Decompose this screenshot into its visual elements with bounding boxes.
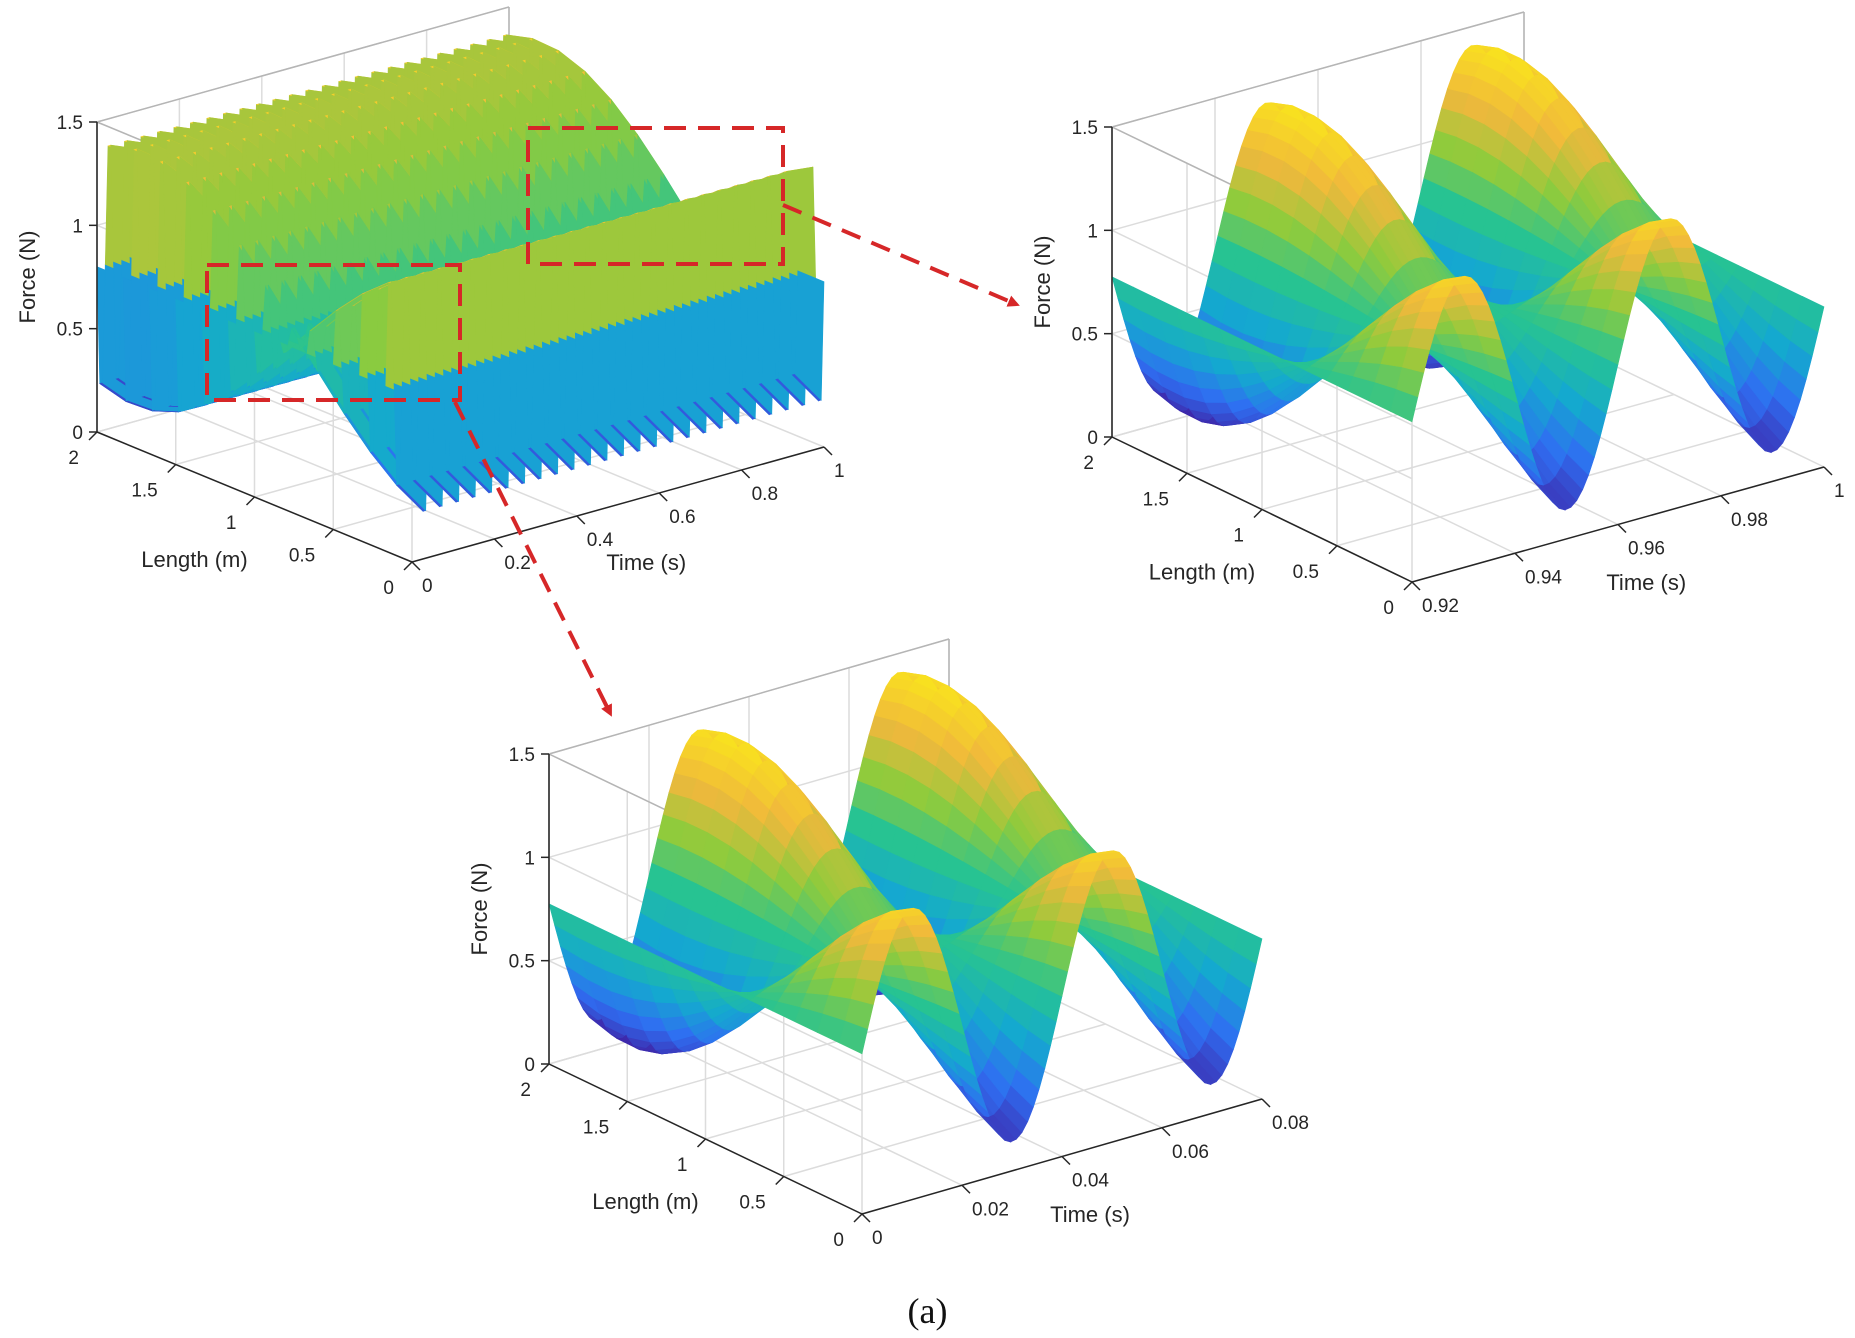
y-tick-label: 1.5 <box>583 1118 609 1139</box>
x-tick <box>576 515 586 525</box>
y-tick-label: 0 <box>1383 598 1394 619</box>
x-tick-label: 0.8 <box>752 484 778 505</box>
x-tick-label: 0 <box>872 1228 883 1249</box>
z-tick-label: 1.5 <box>57 113 83 134</box>
x-tick <box>961 1184 971 1194</box>
x-tick <box>741 469 751 479</box>
x-tick-label: 0.2 <box>504 553 530 574</box>
x-tick <box>861 1213 871 1223</box>
z-axis-label: Force (N) <box>467 863 492 956</box>
y-tick-label: 1 <box>677 1155 688 1176</box>
x-tick <box>1261 1098 1271 1108</box>
y-tick <box>1103 436 1113 446</box>
z-tick-label: 0.5 <box>509 952 535 973</box>
z-axis-label: Force (N) <box>15 231 40 324</box>
x-tick <box>823 446 833 456</box>
z-tick-label: 1.5 <box>1072 118 1098 139</box>
y-tick-label: 0.5 <box>289 546 315 567</box>
z-tick-label: 0 <box>524 1055 535 1076</box>
x-tick-label: 0.92 <box>1422 596 1459 617</box>
y-tick <box>1403 581 1413 591</box>
surface <box>96 34 825 513</box>
grid-line <box>1261 393 1675 511</box>
x-tick-label: 0.04 <box>1072 1171 1109 1192</box>
x-tick-label: 0.4 <box>587 530 614 551</box>
x-tick-label: 0.98 <box>1731 510 1768 531</box>
surface-patch <box>794 270 825 401</box>
y-tick-label: 2 <box>68 448 79 469</box>
y-tick-label: 1 <box>1233 526 1244 547</box>
y-tick <box>167 463 177 474</box>
y-tick <box>1328 545 1338 555</box>
y-tick <box>403 561 413 571</box>
box-edge <box>1111 11 1525 128</box>
y-tick-label: 0 <box>383 578 394 599</box>
x-tick-label: 0.6 <box>669 507 695 528</box>
x-tick <box>1161 1127 1171 1137</box>
x-tick-label: 0.08 <box>1272 1113 1309 1134</box>
x-tick <box>1720 495 1730 505</box>
x-axis-line <box>411 446 825 563</box>
x-axis-label: Time (s) <box>1606 570 1686 595</box>
y-tick <box>245 496 256 506</box>
z-axis-label: Force (N) <box>1030 236 1055 329</box>
y-tick-label: 0.5 <box>1293 562 1319 583</box>
x-tick-label: 0.02 <box>972 1199 1009 1220</box>
y-axis-label: Length (m) <box>1149 560 1255 585</box>
y-tick <box>775 1175 785 1186</box>
x-tick <box>493 538 503 548</box>
x-tick <box>658 492 668 502</box>
figure-caption: (a) <box>907 1291 948 1331</box>
surface <box>548 671 1263 1143</box>
plot-zoom-start: 0 0.02 0.04 0.06 0.08 0 0.5 1 1.5 2 0 0.5 1 1.5 Time (… <box>467 638 1309 1251</box>
plot-zoom-end: 0.92 0.94 0.96 0.98 1 0 0.5 1 1.5 2 0 0.5 1 1.5 Time (… <box>1030 11 1845 619</box>
y-tick-label: 0.5 <box>739 1193 765 1214</box>
x-tick-label: 0 <box>422 576 433 597</box>
x-tick <box>1061 1155 1071 1166</box>
y-tick <box>1253 508 1263 519</box>
z-tick-label: 1 <box>72 216 83 237</box>
x-tick <box>1514 552 1524 562</box>
surface-patch <box>786 166 817 285</box>
y-tick-label: 2 <box>520 1080 531 1101</box>
z-tick-label: 0 <box>1087 428 1098 449</box>
x-tick-label: 1 <box>834 461 845 482</box>
x-tick-label: 0.96 <box>1628 539 1665 560</box>
y-tick <box>88 431 98 441</box>
x-tick <box>1411 581 1421 591</box>
y-tick <box>540 1063 550 1073</box>
y-tick <box>618 1100 628 1111</box>
x-tick <box>1617 523 1627 534</box>
z-tick-label: 0.5 <box>57 320 83 341</box>
x-tick-label: 0.06 <box>1172 1142 1209 1163</box>
z-tick-label: 1.5 <box>509 745 535 766</box>
z-tick-label: 1 <box>524 848 535 869</box>
y-tick-label: 1.5 <box>1143 489 1169 510</box>
y-tick <box>324 528 334 539</box>
y-tick <box>853 1213 863 1223</box>
z-tick-label: 1 <box>1087 221 1098 242</box>
z-tick-label: 0 <box>72 423 83 444</box>
surface <box>1111 44 1825 511</box>
x-axis-label: Time (s) <box>606 550 686 575</box>
x-axis-label: Time (s) <box>1050 1202 1130 1227</box>
x-tick <box>411 561 421 571</box>
x-tick-label: 1 <box>1834 481 1845 502</box>
y-tick-label: 2 <box>1083 453 1094 474</box>
y-axis-label: Length (m) <box>141 547 247 572</box>
x-tick-label: 0.94 <box>1525 567 1562 588</box>
plot-main: 0 0.2 0.4 0.6 0.8 1 0 0.5 1 1.5 2 0 0.5 1 1.5 Time (s) L… <box>15 6 845 599</box>
y-tick <box>696 1138 707 1148</box>
z-tick-label: 0.5 <box>1072 325 1098 346</box>
x-tick <box>1823 466 1833 476</box>
box-edge <box>96 6 510 123</box>
y-tick-label: 1.5 <box>131 481 157 502</box>
y-tick <box>1178 472 1188 482</box>
y-tick-label: 0 <box>833 1230 844 1251</box>
y-tick-label: 1 <box>226 513 237 534</box>
y-axis-label: Length (m) <box>592 1189 698 1214</box>
